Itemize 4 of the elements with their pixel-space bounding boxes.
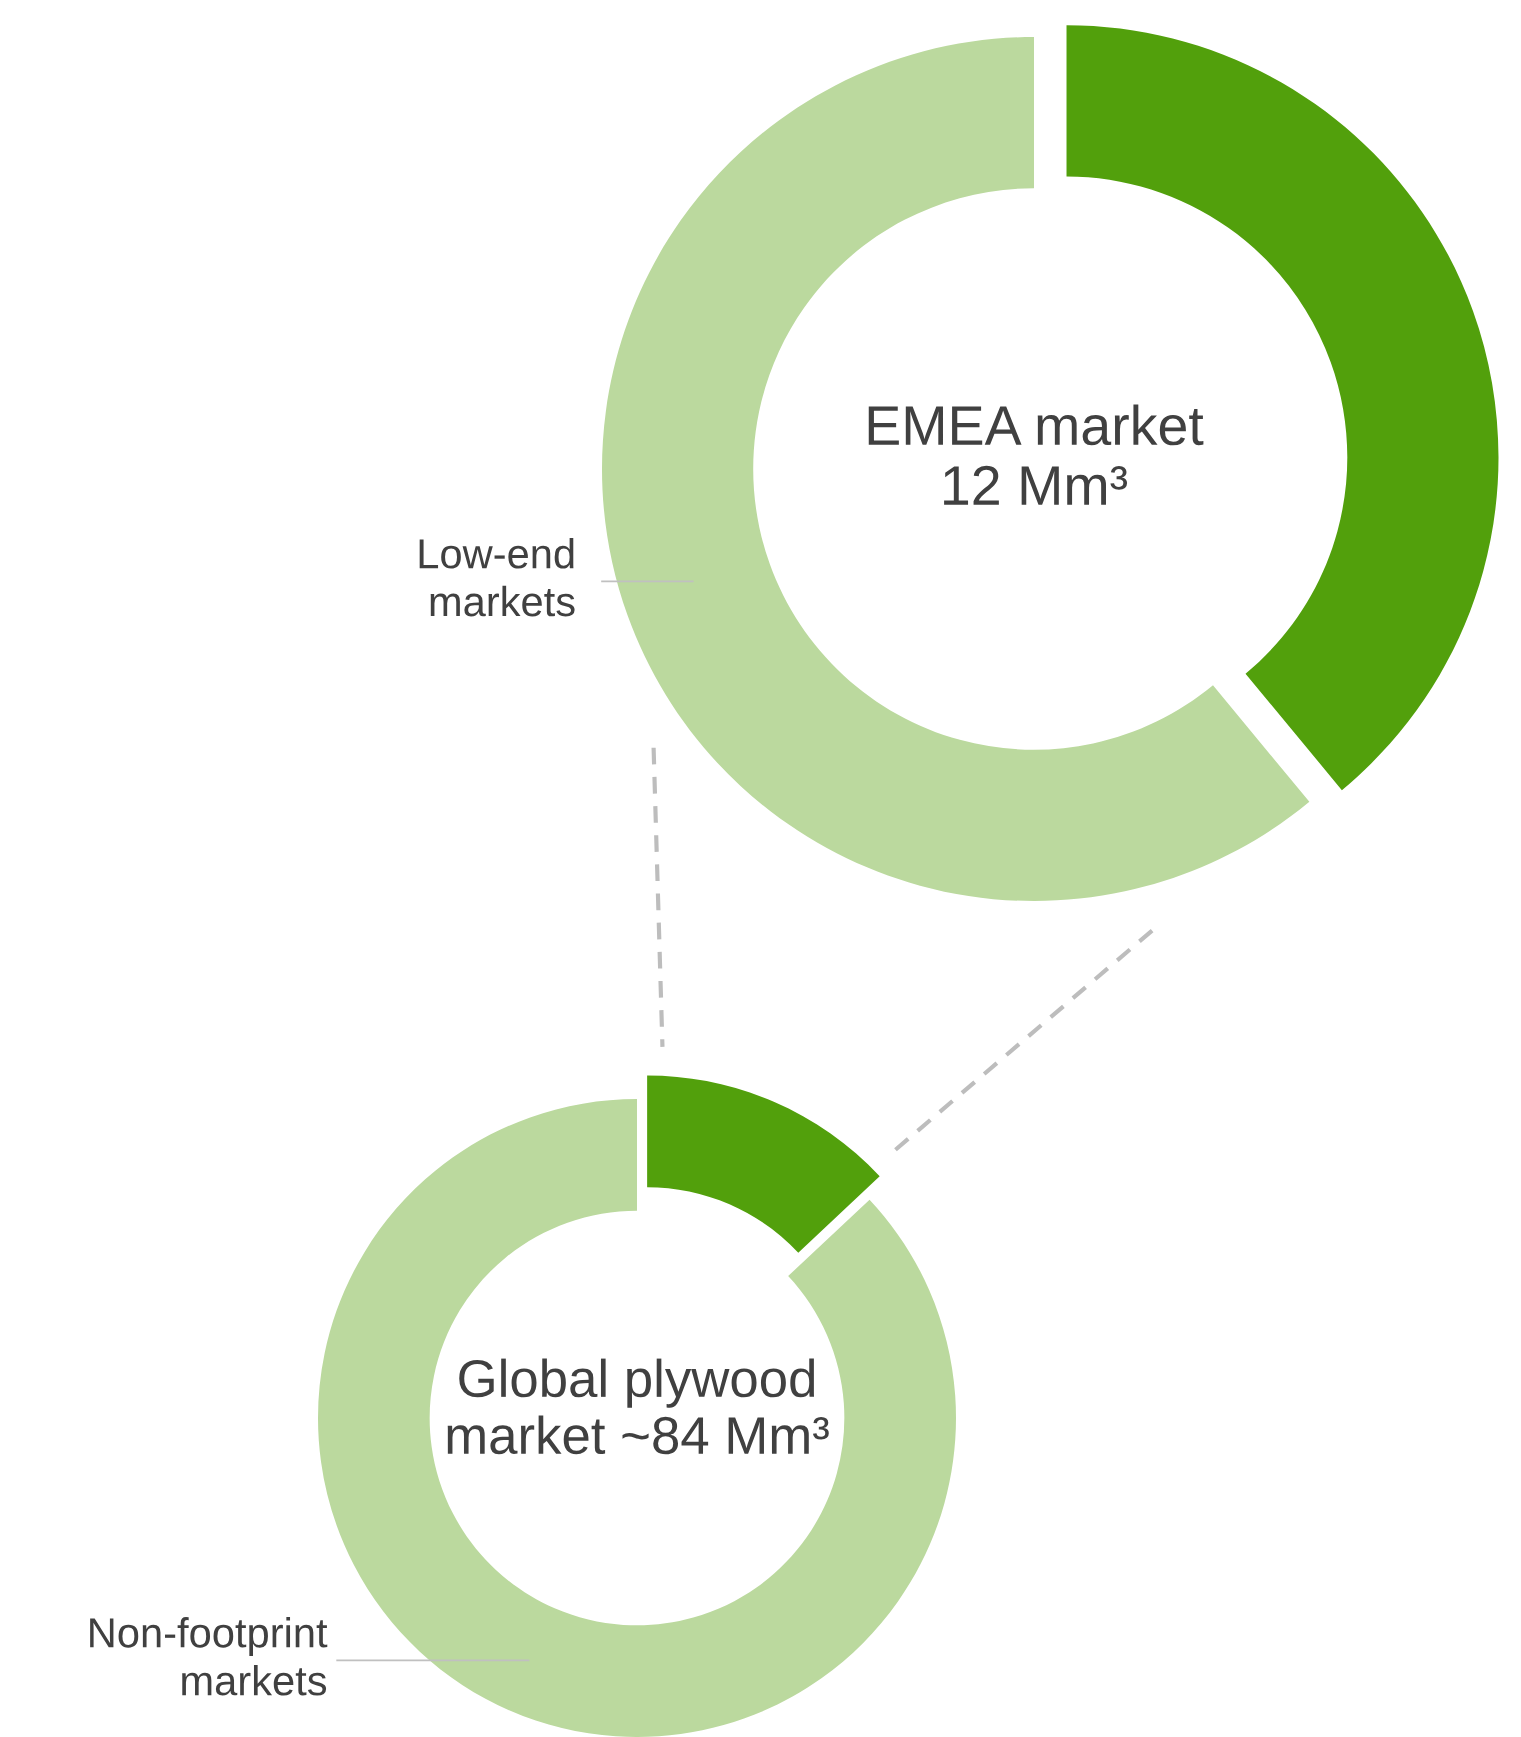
slice-label: Non-footprint markets <box>90 1617 328 1696</box>
text: EMEA market 12 Mm³ <box>868 404 1204 505</box>
text: Global plywood market ~84 Mm³ <box>447 1358 829 1455</box>
slice-label: Low-end markets <box>419 537 575 617</box>
